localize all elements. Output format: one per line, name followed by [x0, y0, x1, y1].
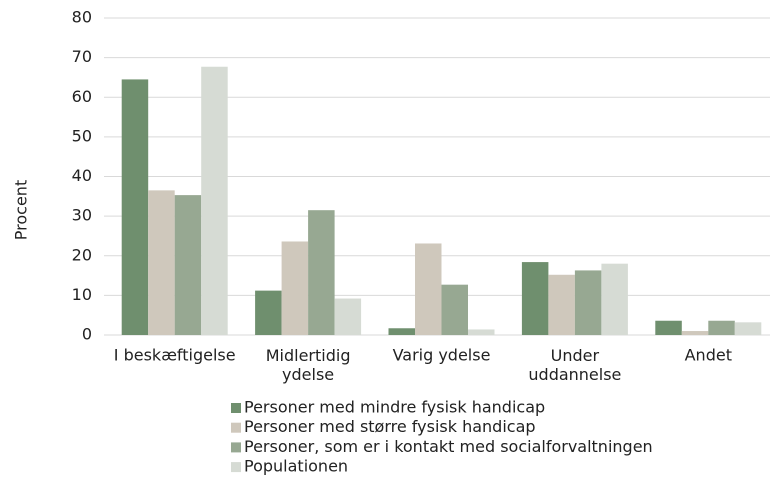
bar [708, 320, 735, 335]
bar [415, 243, 442, 335]
bar [468, 329, 495, 335]
bar [308, 210, 335, 335]
legend-label: Personer med mindre fysisk handicap [244, 398, 545, 417]
bar [521, 262, 549, 335]
y-tick-label: 0 [82, 325, 92, 344]
x-tick-label: I beskæftigelse [114, 346, 236, 365]
bar [201, 66, 228, 336]
bar [681, 331, 709, 335]
bar [388, 328, 415, 335]
y-tick-label: 10 [72, 285, 92, 304]
bar [148, 190, 175, 335]
legend-label: Personer med større fysisk handicap [244, 417, 536, 436]
y-tick-label: 60 [72, 87, 92, 106]
bar [334, 298, 362, 335]
y-tick-label: 80 [72, 8, 92, 27]
x-tick-label: Under uddannelse [528, 346, 621, 384]
x-tick-label: Varig ydelse [393, 346, 491, 365]
bar [734, 322, 762, 335]
y-tick-label: 70 [72, 47, 92, 66]
y-axis-label: Procent [12, 180, 31, 240]
bar [655, 320, 682, 335]
y-tick-label: 50 [72, 126, 92, 145]
bar [441, 284, 468, 335]
legend-swatch [231, 403, 241, 413]
legend-swatch [231, 442, 241, 453]
bar [255, 290, 282, 335]
legend-swatch [231, 462, 241, 473]
bar [548, 274, 575, 335]
bar [174, 195, 202, 335]
legend-label: Personer, som er i kontakt med socialfor… [244, 437, 653, 456]
y-tick-label: 20 [72, 245, 92, 264]
y-tick-label: 40 [72, 166, 92, 185]
x-tick-label: Andet [685, 346, 732, 365]
bar [574, 270, 602, 335]
bar [601, 263, 628, 335]
legend-label: Populationen [244, 457, 348, 476]
bar [281, 241, 309, 335]
y-tick-label: 30 [72, 206, 92, 225]
x-tick-label: Midlertidig ydelse [266, 346, 351, 384]
bar [121, 79, 149, 335]
legend-swatch [231, 422, 241, 433]
